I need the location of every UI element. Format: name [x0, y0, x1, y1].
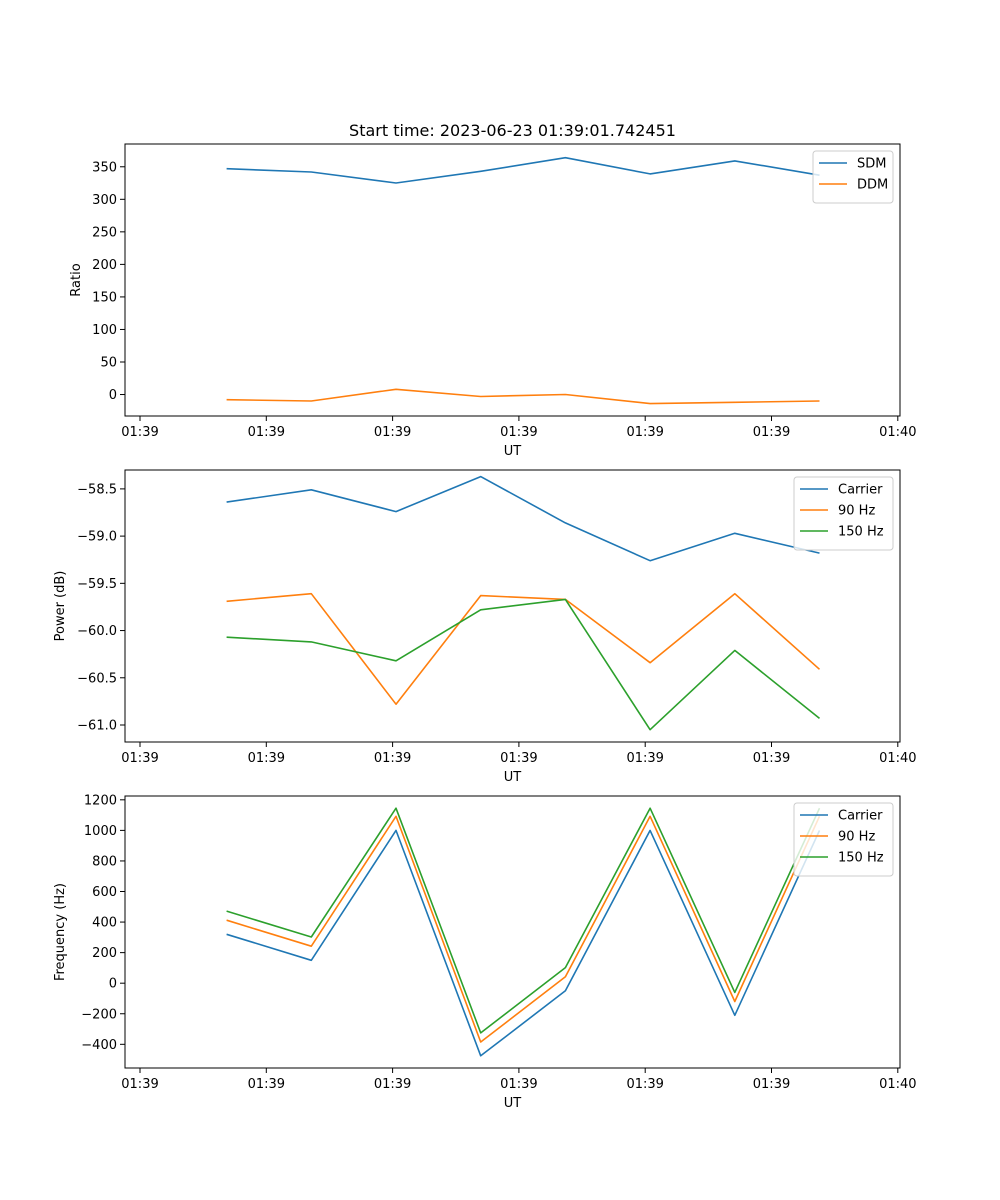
y-tick-label: 250 — [92, 225, 117, 240]
x-tick-label: 01:40 — [879, 1077, 916, 1092]
series-line-90-hz — [226, 592, 821, 706]
y-tick-label: 200 — [92, 946, 117, 961]
y-tick-label: 1000 — [84, 824, 117, 839]
x-axis-label: UT — [504, 770, 522, 785]
y-tick-label: 600 — [92, 885, 117, 900]
x-tick-label: 01:39 — [248, 1077, 285, 1092]
plot-area — [124, 143, 901, 417]
subplot-1: 01:39 01:39 01:39 01:39 01:39 01:39 01:40 0 50 10… — [69, 143, 917, 459]
x-tick-label: 01:39 — [626, 1077, 663, 1092]
y-tick-label: −200 — [81, 1007, 117, 1022]
y-tick-label: −59.5 — [77, 577, 117, 592]
legend-label: 150 Hz — [838, 851, 884, 866]
series-line-150-hz — [226, 598, 821, 731]
y-tick-label: −58.5 — [77, 482, 117, 497]
x-tick-label: 01:39 — [248, 425, 285, 440]
legend: Carrier 90 Hz 150 Hz — [793, 476, 894, 551]
series-line-carrier — [226, 475, 820, 562]
series-line-sdm — [226, 156, 820, 184]
y-tick-label: 1200 — [84, 793, 117, 808]
legend: SDM DDM — [812, 150, 894, 204]
legend-label: 90 Hz — [838, 830, 875, 845]
series-line-ddm — [226, 388, 820, 405]
legend-label: Carrier — [838, 483, 883, 498]
y-tick-label: 100 — [92, 323, 117, 338]
legend-label: DDM — [857, 178, 888, 193]
legend-label: 150 Hz — [838, 525, 884, 540]
x-tick-label: 01:39 — [374, 1077, 411, 1092]
y-tick-label: 150 — [92, 290, 117, 305]
x-tick-label: 01:39 — [374, 751, 411, 766]
y-tick-label: −61.0 — [77, 719, 117, 734]
legend-label: Carrier — [838, 809, 883, 824]
x-tick-label: 01:39 — [248, 751, 285, 766]
subplot-2: 01:39 01:39 01:39 01:39 01:39 01:39 01:40 −61.0… — [53, 469, 917, 785]
y-tick-label: 800 — [92, 854, 117, 869]
y-tick-label: −60.0 — [77, 624, 117, 639]
x-tick-label: 01:39 — [753, 751, 790, 766]
y-axis-label: Power (dB) — [53, 571, 68, 642]
plot-area — [124, 469, 901, 743]
y-tick-label: 400 — [92, 916, 117, 931]
x-tick-label: 01:40 — [879, 751, 916, 766]
y-axis-label: Frequency (Hz) — [53, 883, 68, 981]
x-tick-label: 01:39 — [753, 1077, 790, 1092]
y-tick-label: 200 — [92, 258, 117, 273]
series-line-90-hz — [226, 815, 821, 1043]
y-tick-label: 0 — [109, 977, 117, 992]
x-axis-label: UT — [504, 444, 522, 459]
x-tick-label: 01:39 — [121, 1077, 158, 1092]
legend: Carrier 90 Hz 150 Hz — [793, 802, 894, 877]
y-tick-label: −59.0 — [77, 530, 117, 545]
y-tick-label: −400 — [81, 1038, 117, 1053]
x-tick-label: 01:39 — [500, 425, 537, 440]
y-tick-label: 0 — [109, 388, 117, 403]
x-axis-label: UT — [504, 1096, 522, 1111]
x-tick-label: 01:39 — [500, 1077, 537, 1092]
x-tick-label: 01:39 — [500, 751, 537, 766]
series-line-150-hz — [226, 807, 821, 1034]
legend-label: SDM — [857, 157, 886, 172]
series-line-carrier — [226, 829, 821, 1057]
y-tick-label: 350 — [92, 160, 117, 175]
x-tick-label: 01:39 — [626, 751, 663, 766]
x-tick-label: 01:40 — [879, 425, 916, 440]
legend-label: 90 Hz — [838, 504, 875, 519]
legend-frame — [812, 150, 894, 204]
y-axis-label: Ratio — [69, 263, 84, 296]
chart-title: Start time: 2023-06-23 01:39:01.742451 — [349, 121, 676, 140]
x-tick-label: 01:39 — [374, 425, 411, 440]
x-tick-label: 01:39 — [626, 425, 663, 440]
subplot-3: 01:39 01:39 01:39 01:39 01:39 01:39 01:40 −400 −… — [53, 793, 917, 1111]
y-tick-label: 300 — [92, 193, 117, 208]
plot-area — [124, 795, 901, 1069]
x-tick-label: 01:39 — [121, 751, 158, 766]
y-tick-label: −60.5 — [77, 671, 117, 686]
y-tick-label: 50 — [100, 355, 117, 370]
x-tick-label: 01:39 — [121, 425, 158, 440]
x-tick-label: 01:39 — [753, 425, 790, 440]
